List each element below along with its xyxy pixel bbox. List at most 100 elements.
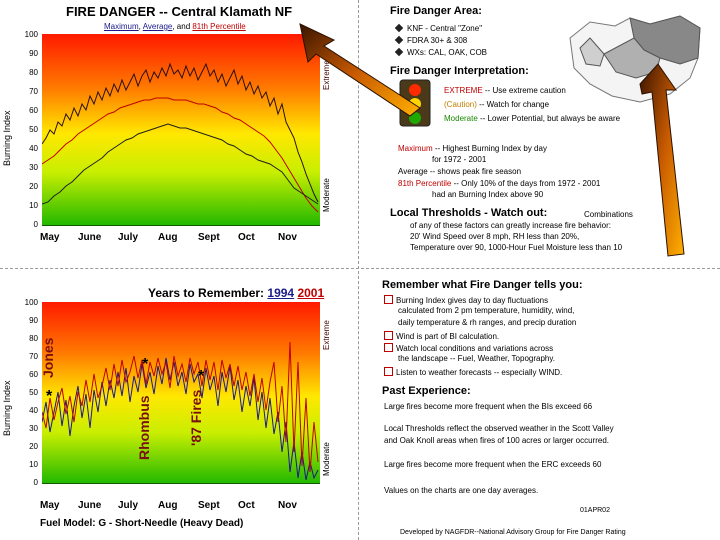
ytick: 10 [29,201,38,210]
remember-text: Wind is part of BI calculation. [396,332,500,341]
note-key: Maximum [398,144,433,153]
past-line: Large fires become more frequent when th… [384,460,602,469]
bottom-plot [42,302,320,484]
past-line: Large fires become more frequent when th… [384,402,593,411]
interp-caution-key: (Caution) [444,100,477,109]
interp-moderate-text: -- Lower Potential, but always be aware [477,114,621,123]
check-icon [384,343,393,352]
bottom-moderate-label: Moderate [322,442,331,476]
ytick: 40 [29,406,38,415]
interp-extreme-text: -- Use extreme caution [482,86,566,95]
footer-date: 01APR02 [580,507,610,514]
remember-heading: Remember what Fire Danger tells you: [382,279,583,291]
remember-item: Burning Index gives day to day fluctuati… [384,294,548,306]
vertical-divider [358,0,359,540]
subtitle-avg: Average [142,22,173,31]
ytick: 20 [29,442,38,451]
ytick: 90 [29,316,38,325]
ytick: 50 [29,125,38,134]
month-label: Sept [198,232,220,243]
interp-note: Average -- shows peak fire season [398,167,521,177]
left-arrow-icon [299,23,421,117]
ytick: 70 [29,87,38,96]
interp-note: 81th Percentile -- Only 10% of the days … [398,179,600,189]
bottom-chart-title: Years to Remember: 1994 2001 [148,286,324,300]
subtitle-sep1: , [138,22,143,31]
area-item-text: WXs: CAL, OAK, COB [407,48,488,57]
top-ylabel: Burning Index [2,110,12,166]
horizontal-divider [0,268,720,269]
note-text: -- Only 10% of the days from 1972 - 2001 [451,179,601,188]
past-line: and Oak Knoll areas when fires of 100 ac… [384,436,610,445]
annotation-jones: Jones [40,337,56,378]
ytick: 30 [29,424,38,433]
check-icon [384,295,393,304]
interp-moderate: Moderate -- Lower Potential, but always … [444,114,620,124]
title-prefix: Years to Remember: [148,286,265,300]
threshold-line: Combinations [584,210,633,219]
ytick: 60 [29,370,38,379]
month-label: Aug [158,232,178,243]
bottom-extreme-label: Extreme [322,320,331,350]
title-year-2001: 2001 [297,286,325,300]
month-label: June [78,232,102,243]
area-item-text: KNF - Central "Zone" [407,24,483,33]
top-chart-title: FIRE DANGER -- Central Klamath NF [66,4,293,19]
month-label: Nov [278,500,297,511]
ytick: 100 [24,30,38,39]
ytick: 70 [29,352,38,361]
past-line: Local Thresholds reflect the observed we… [384,424,614,433]
interp-extreme-key: EXTREME [444,86,483,95]
remember-text: Watch local conditions and variations ac… [396,344,554,353]
ytick: 30 [29,163,38,172]
interp-note: had an Burning Index above 90 [432,190,543,200]
fire-arrows [299,23,685,257]
remember-text: Listen to weather forecasts -- especiall… [396,368,563,377]
ytick: 90 [29,49,38,58]
ytick: 0 [33,478,38,487]
month-label: Aug [158,500,178,511]
pct-series-line [42,97,319,213]
asterisk-marker-icon: * [46,388,53,405]
month-label: June [78,500,102,511]
asterisk-marker-icon: * [142,356,149,373]
area-item: KNF - Central "Zone" [394,23,483,34]
ytick: 40 [29,144,38,153]
interp-caution-text: -- Watch for change [476,100,550,109]
check-icon [384,331,393,340]
annotation-rhombus: Rhombus [136,395,152,460]
subtitle-pct: 81th Percentile [192,22,246,31]
month-label: May [40,500,60,511]
past-heading: Past Experience: [382,385,471,397]
note-text: for 1972 - 2001 [432,155,487,164]
max-series-line [42,62,319,203]
ytick: 50 [29,388,38,397]
red-light [409,84,421,96]
threshold-line: 20' Wind Speed over 8 mph, RH less than … [410,232,580,241]
ytick: 80 [29,334,38,343]
series-1994-line [42,357,319,481]
remember-line: daily temperature & rh ranges, and preci… [398,318,577,327]
ytick: 0 [33,220,38,229]
past-line: Values on the charts are one day average… [384,486,539,495]
remember-line: the landscape -- Fuel, Weather, Topograp… [398,354,555,363]
top-plot [42,34,320,226]
month-label: July [118,500,139,511]
ytick: 80 [29,68,38,77]
subtitle-max: Maximum [104,22,139,31]
month-label: May [40,232,60,243]
note-text: Average -- shows peak fire season [398,167,522,176]
annotation-87-fires: '87 Fires [188,389,204,446]
interp-caution: (Caution) -- Watch for change [444,100,549,110]
interp-note: for 1972 - 2001 [432,155,486,165]
note-text: had an Burning Index above 90 [432,190,544,199]
month-label: July [118,232,139,243]
subtitle-sep2: , and [172,22,193,31]
month-label: Sept [198,500,220,511]
remember-item: Listen to weather forecasts -- especiall… [384,366,562,378]
title-year-1994: 1994 [267,286,295,300]
remember-item: Watch local conditions and variations ac… [384,342,553,354]
area-item-text: FDRA 30+ & 308 [407,36,468,45]
remember-text: Burning Index gives day to day fluctuati… [396,296,549,305]
interp-extreme: EXTREME -- Use extreme caution [444,86,566,96]
